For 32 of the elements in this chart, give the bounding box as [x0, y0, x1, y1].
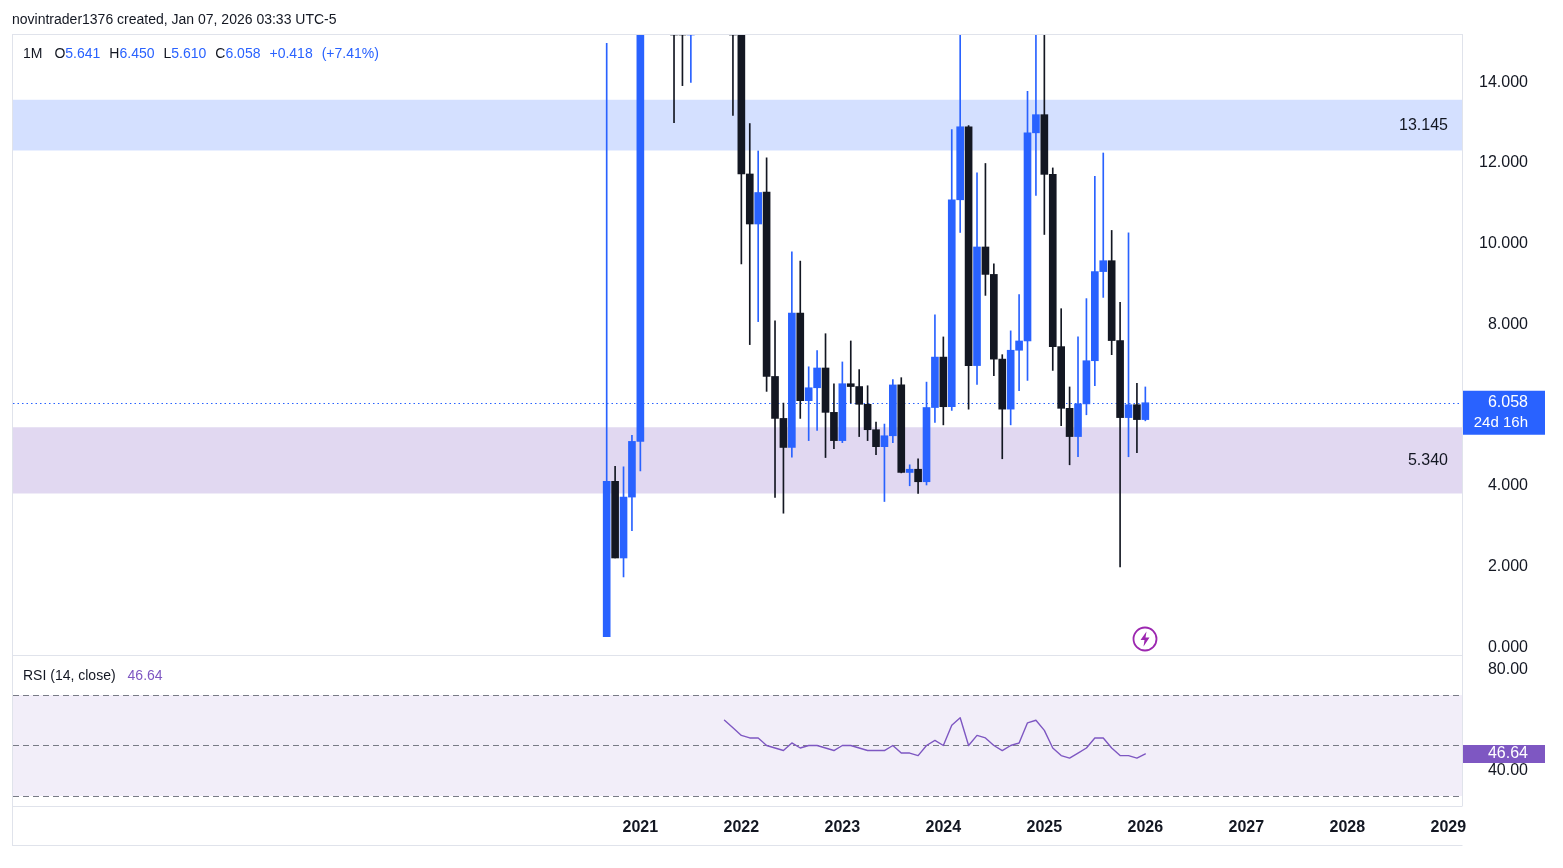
candlestick	[745, 123, 754, 345]
x-tick-label: 2029	[1430, 818, 1467, 836]
x-tick-label: 2027	[1228, 818, 1265, 836]
x-tick-label: 2022	[723, 818, 760, 836]
y-tick-label: 10.000	[1479, 234, 1529, 252]
text: RSI (14, close)	[23, 666, 116, 683]
text: O5.641 H6.450 L5.610 C6.058 +0.418 (+7.41%)	[54, 44, 379, 61]
y-tick-label: 40.00	[1487, 761, 1529, 779]
candlestick	[905, 464, 914, 487]
candlestick	[1133, 382, 1141, 454]
y-tick-label: 8.000	[1487, 314, 1529, 332]
x-tick-label: 2026	[1127, 818, 1164, 836]
x-tick-label: 2025	[1026, 818, 1063, 836]
y-tick-label: 14.000	[1479, 72, 1529, 90]
candlestick	[754, 150, 763, 322]
text: 24d 16h	[1473, 412, 1528, 430]
text: novintrader1376 created, Jan 07, 2026 03:33 UTC-5	[12, 10, 337, 28]
ref-line-label: 6.058	[1487, 393, 1529, 411]
y-tick-label: 4.000	[1487, 476, 1529, 494]
x-tick-label: 2024	[925, 818, 962, 836]
y-tick-label: 0.000	[1487, 637, 1529, 655]
x-tick-label: 2023	[824, 818, 861, 836]
x-tick-label: 2021	[622, 818, 659, 836]
y-tick-label: 2.000	[1487, 556, 1529, 574]
text: 46.64	[127, 666, 163, 683]
y-tick-label: 12.000	[1479, 153, 1529, 171]
y-tick-label: 46.64	[1487, 744, 1529, 762]
band-label: 13.145	[1399, 115, 1449, 133]
band-label: 5.340	[1407, 450, 1449, 468]
y-tick-label: 80.00	[1487, 660, 1529, 678]
text: 1M	[23, 44, 43, 61]
x-tick-label: 2028	[1329, 818, 1366, 836]
